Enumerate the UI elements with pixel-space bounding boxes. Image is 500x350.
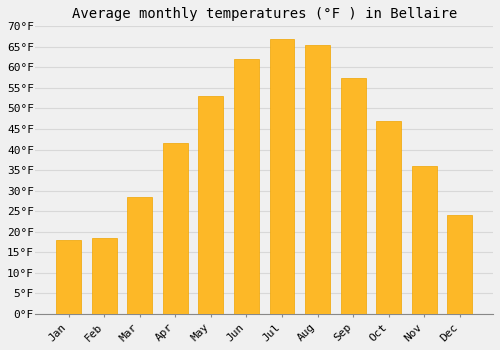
Bar: [448, 215, 472, 314]
Bar: [234, 59, 259, 314]
Bar: [92, 238, 116, 314]
Bar: [376, 121, 401, 314]
Bar: [340, 78, 365, 314]
Bar: [305, 45, 330, 314]
Bar: [56, 240, 81, 314]
Bar: [198, 96, 224, 314]
Bar: [270, 38, 294, 314]
Bar: [163, 144, 188, 314]
Bar: [412, 166, 436, 314]
Bar: [128, 197, 152, 314]
Title: Average monthly temperatures (°F ) in Bellaire: Average monthly temperatures (°F ) in Be…: [72, 7, 457, 21]
